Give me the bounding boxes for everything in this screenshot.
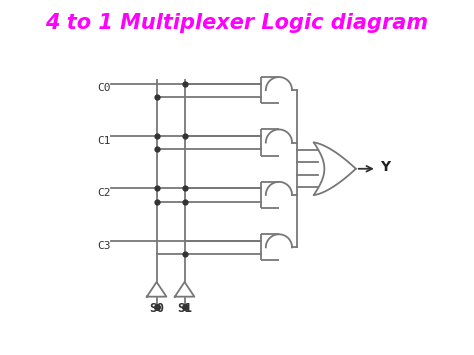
Text: Y: Y [380, 160, 391, 174]
Text: C3: C3 [97, 241, 111, 251]
Text: C0: C0 [97, 83, 111, 93]
Text: S1: S1 [177, 302, 192, 315]
Text: C2: C2 [97, 188, 111, 198]
Text: 4 to 1 Multiplexer Logic diagram: 4 to 1 Multiplexer Logic diagram [46, 13, 428, 33]
Text: S0: S0 [149, 302, 164, 315]
Text: C1: C1 [97, 136, 111, 146]
